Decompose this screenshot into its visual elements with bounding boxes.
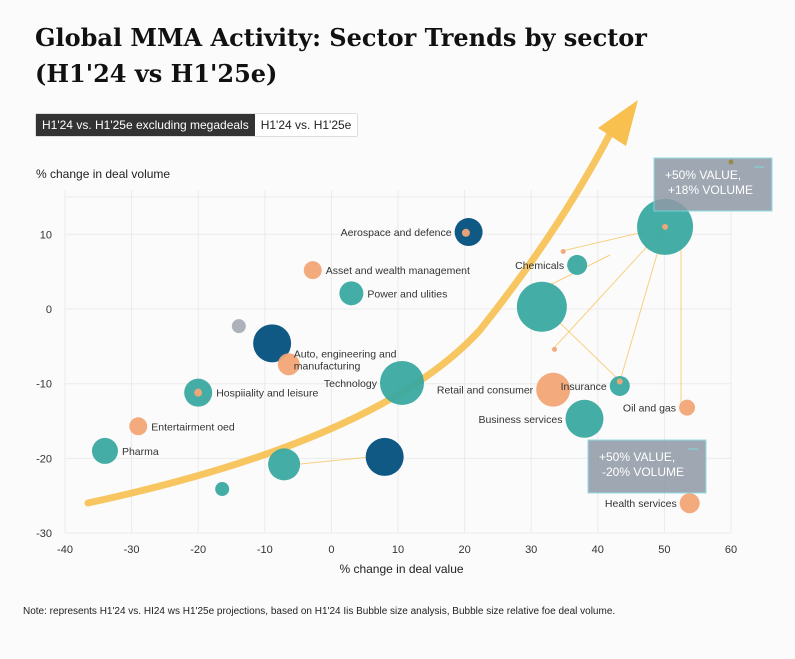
x-tick-label: -10 (257, 544, 273, 556)
x-tick-label: 0 (328, 544, 334, 556)
bubble-label: Auto, engineering and (294, 348, 397, 360)
bubble-label: Pharma (122, 446, 159, 458)
bubble-technology (379, 360, 424, 405)
bubble-insurance (609, 375, 630, 396)
bubble-label: Asset and wealth management (326, 265, 470, 277)
bubble-label: Power and ulities (367, 288, 447, 300)
annotation-text: +18% VOLUME (668, 183, 753, 197)
y-tick-label: -10 (36, 379, 52, 391)
bubble-label: Oil and gas (623, 403, 676, 415)
bubble-business-services (565, 399, 604, 438)
bubble-label: Health services (605, 498, 677, 510)
bubble (516, 281, 567, 332)
trend-arrow (84, 126, 616, 507)
y-tick-label: -30 (36, 528, 52, 540)
x-tick-label: 40 (592, 544, 604, 556)
x-tick-label: -20 (190, 544, 206, 556)
bubble (268, 448, 301, 481)
bubble-retail-and-consumer (536, 372, 571, 407)
bubble (552, 346, 558, 352)
bubble-label: Aerospace and defence (341, 227, 452, 239)
bubble-label: Retail and consumer (437, 385, 534, 397)
annotation-marker (728, 159, 734, 165)
bubble-chemicals (567, 254, 588, 275)
x-tick-label: -40 (57, 544, 73, 556)
bubble (461, 228, 470, 237)
y-tick-label: 10 (40, 229, 52, 241)
bubble (194, 388, 203, 397)
x-tick-label: 60 (725, 544, 737, 556)
footnote: Note: represents H1'24 vs. HI24 ws H1'25… (23, 606, 616, 617)
view-toggle: H1'24 vs. H1'25e excluding megadeals H1'… (35, 113, 359, 137)
bubble-entertairment-oed (129, 417, 148, 436)
bubble (215, 482, 230, 497)
bubble-label: Hospiiality and leisure (216, 388, 318, 400)
connector-line (559, 322, 621, 382)
x-axis-label: % change in deal value (339, 562, 464, 576)
bubble (365, 437, 404, 476)
bubble (231, 319, 246, 334)
trend-arrowhead (598, 100, 638, 146)
y-axis-label: % change in deal volume (36, 167, 171, 181)
x-tick-label: -30 (124, 544, 140, 556)
x-tick-label: 30 (525, 544, 537, 556)
bubble-label: Chemicals (515, 260, 564, 272)
bubble-label: Business services (478, 414, 562, 426)
bubble (253, 324, 292, 363)
annotation-text: +50% VALUE, (599, 450, 675, 464)
bubble-pharma (91, 437, 118, 464)
tab-all-deals[interactable]: H1'24 vs. H1'25e (254, 114, 358, 136)
bubble-label: Insurance (561, 381, 607, 393)
annotation-text: +50% VALUE, (665, 168, 741, 182)
tab-excluding-megadeals[interactable]: H1'24 vs. H1'25e excluding megadeals (36, 114, 255, 136)
bubble (560, 248, 566, 254)
annotation-box (653, 157, 773, 212)
page-title: Global MMA Activity: Sector Trends by se… (35, 23, 647, 88)
x-tick-label: 20 (458, 544, 470, 556)
bubble-power-and-ulities (339, 281, 364, 306)
y-tick-label: -20 (36, 453, 52, 465)
x-tick-label: 10 (392, 544, 404, 556)
bubble-label: manufacturing (294, 360, 361, 372)
bubble-label: Technology (324, 378, 378, 390)
annotation-text: -20% VOLUME (602, 465, 684, 479)
bubble-auto-engineering-and-manufacturing (277, 353, 300, 376)
bubble (662, 223, 669, 230)
bubble-asset-and-wealth-management (303, 261, 322, 280)
y-tick-label: 0 (46, 304, 52, 316)
annotation-box (587, 439, 707, 494)
bubble-health-services (679, 493, 700, 514)
bubble (616, 378, 623, 385)
x-tick-label: 50 (658, 544, 670, 556)
bubble-oil-and-gas (679, 399, 696, 416)
bubble-label: Entertairment oed (151, 421, 235, 433)
connector-line (299, 456, 371, 465)
